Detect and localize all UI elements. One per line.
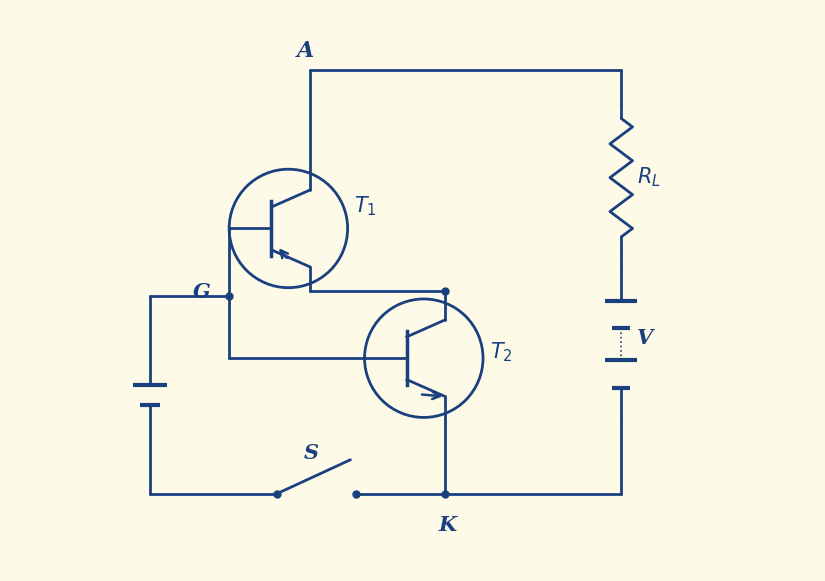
Text: G: G — [193, 282, 211, 302]
Text: V: V — [637, 328, 653, 349]
Text: $R_L$: $R_L$ — [637, 166, 661, 189]
Text: A: A — [297, 40, 314, 62]
Text: $T_1$: $T_1$ — [355, 194, 377, 218]
Text: S: S — [304, 443, 318, 462]
Text: K: K — [439, 515, 457, 535]
Text: $T_2$: $T_2$ — [490, 341, 512, 364]
